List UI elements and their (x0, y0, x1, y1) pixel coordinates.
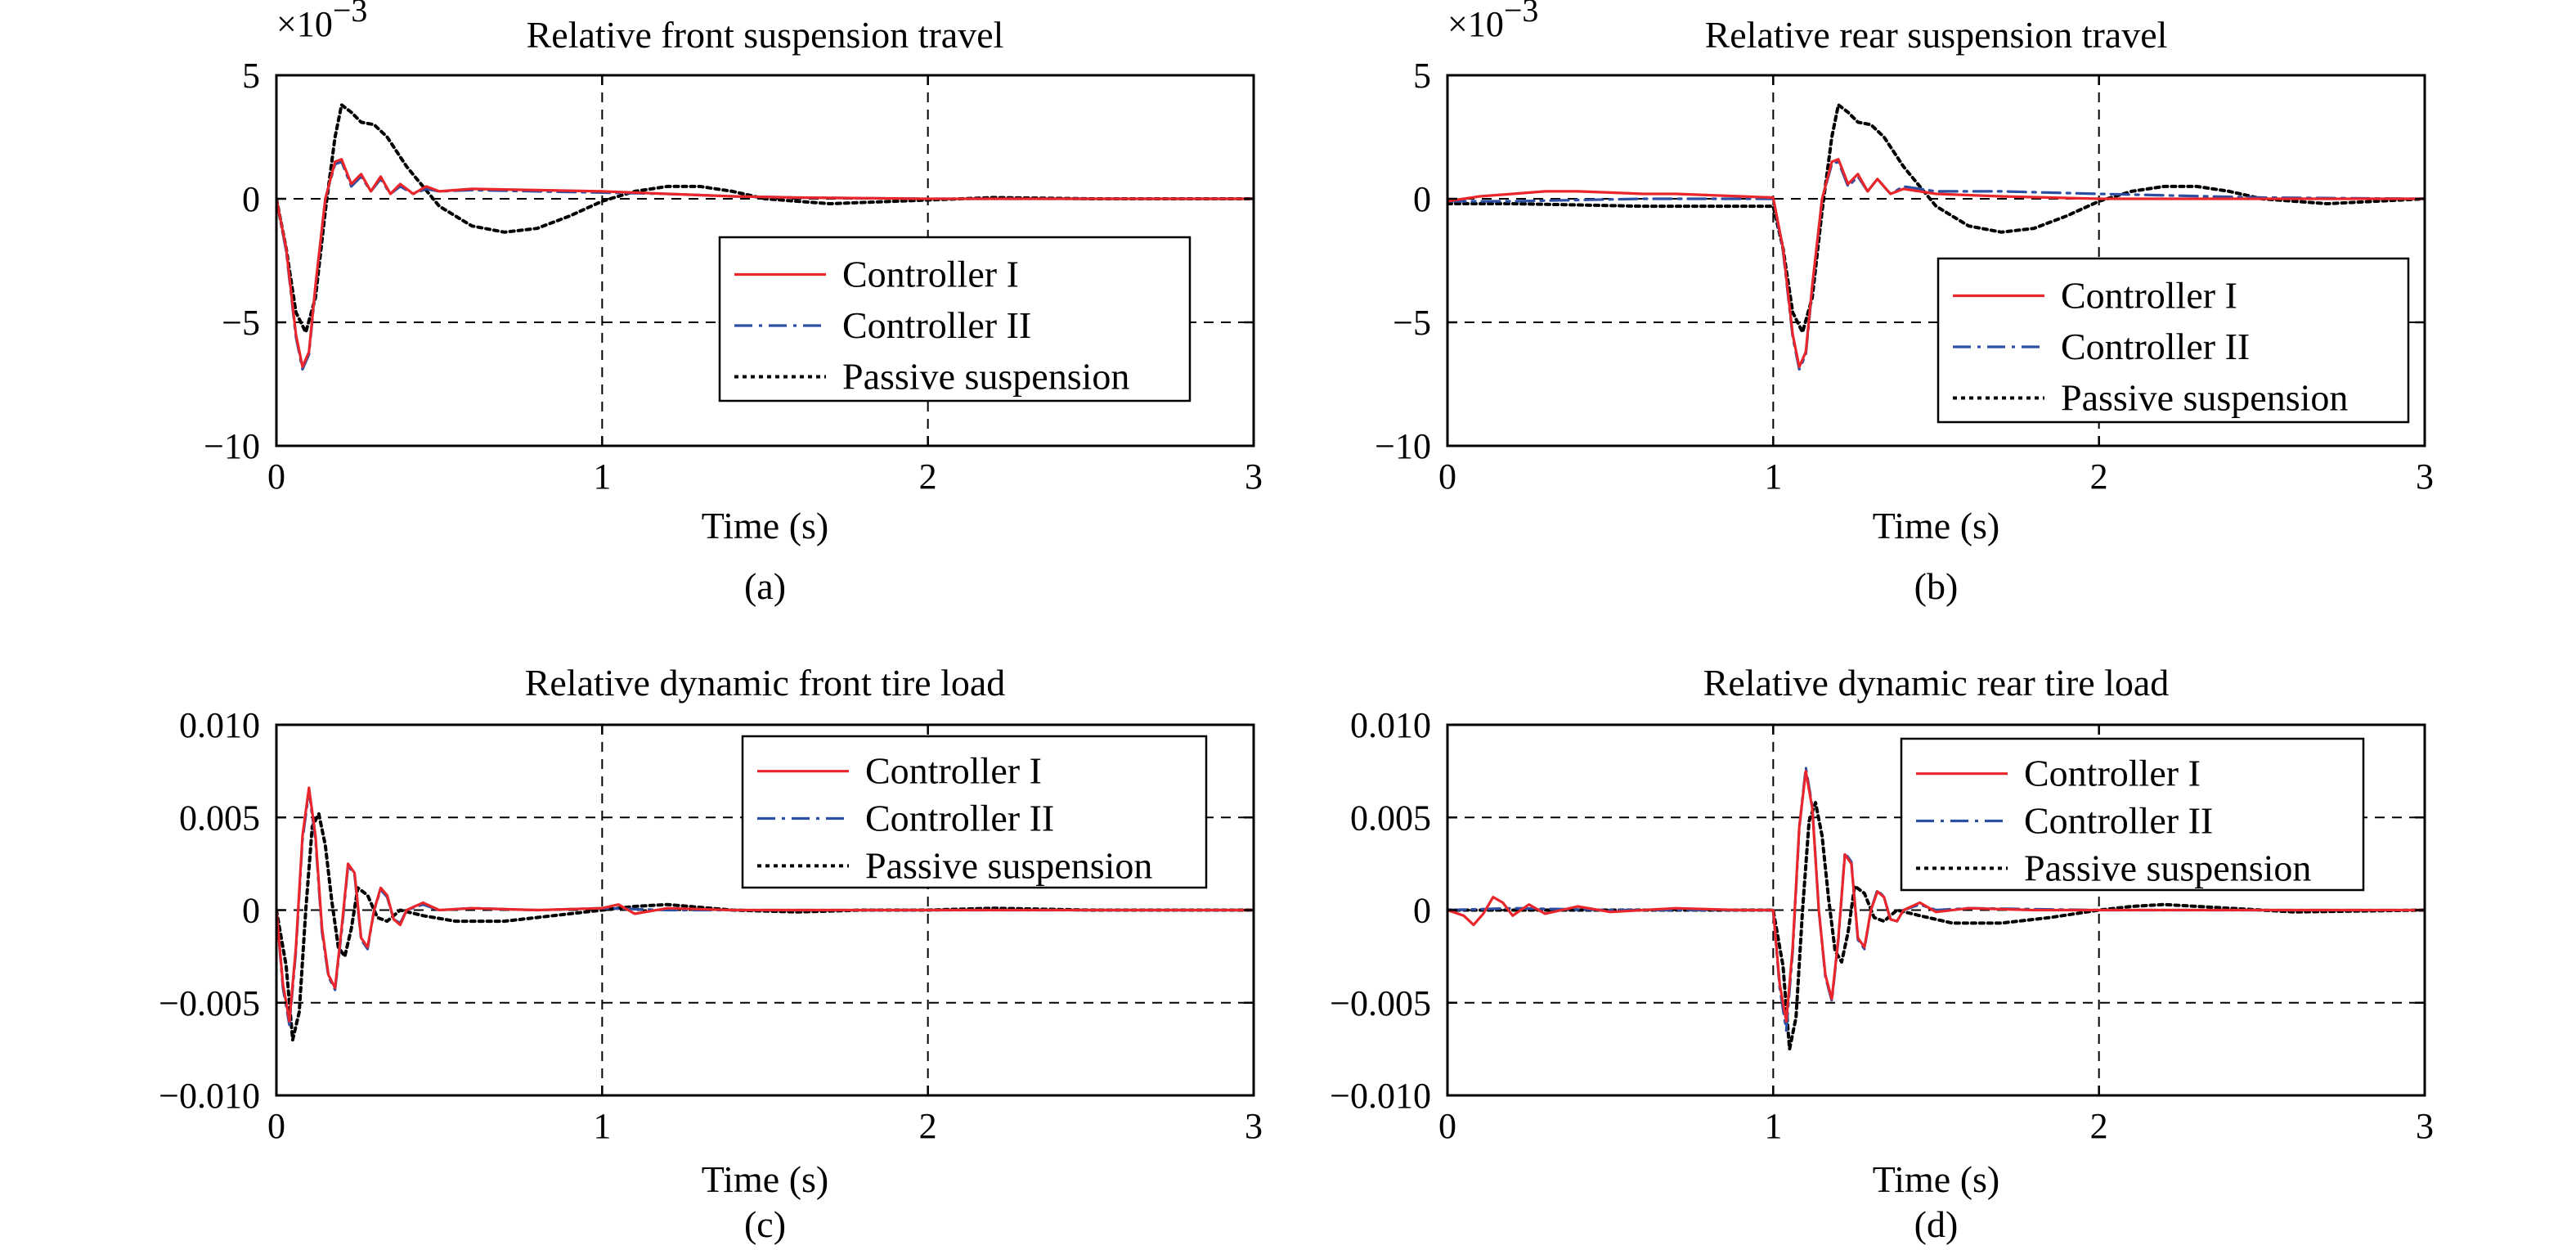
panel-b: 0 1 2 3 5 0 −5 −10 ×10−3 Relative rear suspension… (1375, 0, 2434, 607)
x-tick-label: 0 (267, 456, 285, 497)
axes-frame (1446, 74, 2426, 447)
panel-label: (a) (744, 565, 786, 607)
panel-label: (d) (1914, 1203, 1959, 1245)
panel-a: 0 1 2 3 5 0 −5 −10 ×10−3 Relative front suspensio… (204, 0, 1263, 607)
x-axis-label: Time (s) (702, 1158, 829, 1200)
panel-c: 0 1 2 3 0.010 0.005 0 −0.005 −0.010 Relative dyna… (159, 662, 1263, 1245)
series-line-passive-suspension (276, 103, 1254, 335)
x-tick-label: 1 (593, 456, 611, 497)
y-exponent-power: −3 (333, 0, 368, 29)
y-tick-label: 5 (242, 56, 260, 96)
y-tick-label: −10 (1375, 426, 1431, 466)
legend: Controller I Controller II Passive suspens… (718, 236, 1192, 402)
x-tick-label: 2 (919, 1106, 937, 1146)
y-tick-label: 0 (1413, 891, 1431, 931)
legend-entry: Controller I (2024, 753, 2201, 794)
panel-label: (b) (1914, 565, 1959, 607)
x-tick-label: 2 (2090, 456, 2108, 497)
y-tick-label: 0.010 (179, 705, 260, 745)
y-tick-label: 0 (242, 179, 260, 219)
series-group (1447, 103, 2425, 371)
x-axis-label: Time (s) (1873, 505, 2000, 546)
series-line-controller-i (276, 786, 1254, 1023)
legend-entry: Controller II (865, 798, 1054, 839)
series-line-controller-i (1447, 158, 2425, 368)
y-exponent-power: −3 (1504, 0, 1539, 29)
x-tick-label: 1 (1764, 456, 1782, 497)
x-tick-label: 2 (2090, 1106, 2108, 1146)
y-tick-label: 0.010 (1350, 705, 1431, 745)
series-line-controller-i (276, 158, 1254, 368)
series-group (1447, 766, 2425, 1051)
y-tick-label: 0 (242, 891, 260, 931)
chart-title: Relative dynamic front tire load (525, 662, 1006, 704)
chart-title: Relative front suspension travel (527, 14, 1004, 56)
legend-entry: Passive suspension (865, 844, 1152, 886)
legend-entry: Passive suspension (842, 356, 1129, 398)
x-tick-label: 0 (1438, 1106, 1456, 1146)
legend-entry: Controller I (2061, 275, 2237, 317)
legend: Controller I Controller II Passive suspens… (1900, 737, 2365, 892)
y-tick-label: 5 (1413, 56, 1431, 96)
legend-entry: Passive suspension (2024, 847, 2311, 888)
y-tick-label: −5 (222, 303, 260, 343)
legend-entry: Controller II (842, 304, 1031, 346)
x-tick-label: 1 (1764, 1106, 1782, 1146)
legend-box (741, 735, 1208, 889)
legend-box (718, 236, 1192, 402)
series-line-controller-i (1447, 769, 2425, 1023)
x-tick-label: 3 (2416, 1106, 2434, 1146)
legend: Controller I Controller II Passive suspens… (1936, 257, 2410, 424)
y-tick-label: −0.005 (159, 983, 260, 1023)
y-tick-label: 0 (1413, 179, 1431, 219)
legend-box (1936, 257, 2410, 424)
panel-label: (c) (744, 1203, 786, 1245)
legend-entry: Controller I (865, 750, 1042, 792)
x-tick-label: 3 (1245, 456, 1263, 497)
series-group (276, 786, 1254, 1042)
series-group (276, 103, 1254, 371)
y-tick-label: 0.005 (179, 798, 260, 838)
x-tick-label: 0 (267, 1106, 285, 1146)
x-tick-label: 3 (2416, 456, 2434, 497)
x-axis-label: Time (s) (702, 505, 829, 546)
series-line-passive-suspension (276, 812, 1254, 1042)
x-axis-label: Time (s) (1873, 1158, 2000, 1200)
x-tick-label: 2 (919, 456, 937, 497)
y-tick-label: 0.005 (1350, 798, 1431, 838)
x-tick-label: 0 (1438, 456, 1456, 497)
y-exponent-label: ×10−3 (276, 0, 367, 44)
legend-entry: Controller I (842, 254, 1019, 295)
y-tick-label: −0.010 (1330, 1076, 1431, 1116)
panel-d: 0 1 2 3 0.010 0.005 0 −0.005 −0.010 Relative dyna… (1330, 662, 2434, 1245)
series-line-passive-suspension (1447, 103, 2425, 335)
y-exponent-label: ×10−3 (1447, 0, 1538, 44)
y-tick-label: −0.005 (1330, 983, 1431, 1023)
legend-entry: Controller II (2061, 326, 2250, 367)
y-tick-label: −0.010 (159, 1076, 260, 1116)
chart-title: Relative rear suspension travel (1705, 14, 2168, 56)
legend-box (1900, 737, 2365, 892)
legend: Controller I Controller II Passive suspens… (741, 735, 1208, 889)
chart-title: Relative dynamic rear tire load (1703, 662, 2170, 704)
y-tick-label: −5 (1393, 303, 1431, 343)
x-tick-label: 3 (1245, 1106, 1263, 1146)
axes-frame (275, 74, 1255, 447)
legend-entry: Controller II (2024, 800, 2213, 842)
legend-entry: Passive suspension (2061, 377, 2348, 419)
x-tick-label: 1 (593, 1106, 611, 1146)
y-tick-label: −10 (204, 426, 260, 466)
